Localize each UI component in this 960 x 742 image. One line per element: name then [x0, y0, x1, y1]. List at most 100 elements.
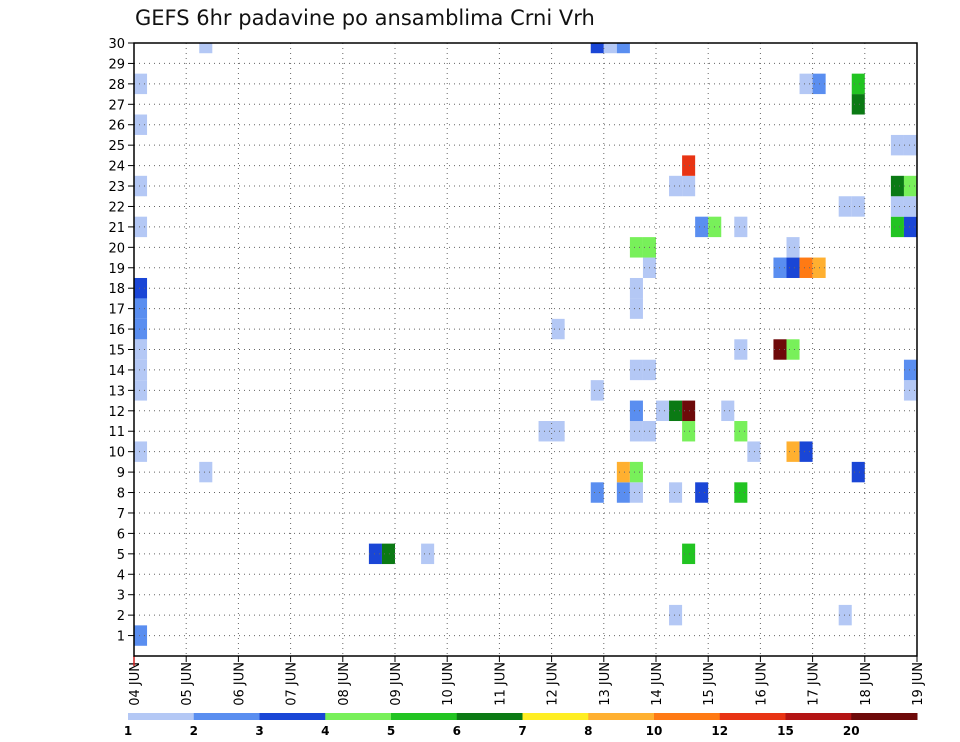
precip-cell — [669, 482, 683, 503]
y-tick-label: 18 — [108, 282, 125, 297]
y-tick-label: 11 — [108, 425, 125, 440]
precip-cell — [747, 441, 761, 462]
precip-cell — [838, 196, 852, 217]
x-tick-label: 09 JUN — [389, 662, 404, 706]
colorbar-label: 7 — [518, 724, 526, 738]
precip-cell — [134, 277, 148, 299]
y-tick-label: 29 — [108, 57, 125, 72]
precip-cell — [890, 175, 904, 197]
y-tick-label: 25 — [108, 139, 125, 154]
y-tick-label: 10 — [108, 446, 125, 461]
precip-cell — [799, 441, 813, 462]
precip-cell — [551, 421, 565, 442]
y-tick-label: 1 — [117, 630, 125, 645]
precip-cell — [629, 461, 643, 483]
precip-cell — [851, 196, 865, 217]
precip-cell — [890, 196, 904, 217]
colorbar-label: 12 — [711, 724, 728, 738]
precip-cell — [851, 73, 865, 95]
precip-cell — [682, 175, 696, 197]
plot-frame — [133, 42, 918, 657]
precip-cell — [134, 298, 148, 319]
y-tick-label: 9 — [117, 466, 125, 481]
y-tick-label: 16 — [108, 323, 125, 338]
precip-cell — [134, 216, 148, 238]
y-tick-label: 13 — [108, 384, 125, 399]
precip-cell — [590, 482, 604, 503]
x-tick-label: 04 JUN — [128, 662, 143, 706]
precip-cell — [616, 43, 630, 54]
y-tick-label: 21 — [108, 221, 125, 236]
precip-cell — [368, 543, 382, 565]
y-tick-label: 5 — [117, 548, 125, 563]
precip-cell — [903, 359, 917, 381]
y-tick-label: 6 — [117, 527, 125, 542]
colorbar-label: 10 — [646, 724, 663, 738]
precip-cell — [629, 482, 643, 503]
precip-cell — [669, 400, 683, 422]
x-tick-label: 08 JUN — [337, 662, 352, 706]
precip-cell — [134, 380, 148, 401]
colorbar-label: 3 — [255, 724, 263, 738]
precip-cell — [669, 175, 683, 197]
colorbar-swatch — [193, 713, 260, 720]
precip-cell — [695, 482, 709, 503]
precip-cell — [199, 461, 213, 483]
precip-cell — [590, 380, 604, 401]
colorbar-swatch — [851, 713, 918, 720]
precip-cell — [590, 43, 604, 54]
colorbar-swatch — [719, 713, 786, 720]
precip-cell — [682, 543, 696, 565]
precip-cell — [734, 421, 748, 442]
colorbar-label: 2 — [190, 724, 198, 738]
x-tick-label: 07 JUN — [285, 662, 300, 706]
colorbar-swatch — [785, 713, 852, 720]
precip-cell — [721, 400, 735, 422]
precip-cell — [799, 73, 813, 95]
x-tick-label: 10 JUN — [441, 662, 456, 706]
precip-cell — [629, 400, 643, 422]
precip-cell — [199, 43, 213, 54]
precip-cell — [134, 339, 148, 360]
y-tick-label: 2 — [117, 609, 125, 624]
precip-cell — [903, 216, 917, 238]
precip-cell — [629, 237, 643, 258]
precip-cell — [616, 482, 630, 503]
precip-cell — [903, 196, 917, 217]
precip-cell — [890, 134, 904, 156]
x-tick-label: 12 JUN — [546, 662, 561, 706]
colorbar-swatch — [456, 713, 523, 720]
colorbar-label: 6 — [453, 724, 461, 738]
precip-cell — [786, 237, 800, 258]
y-tick-label: 4 — [117, 568, 125, 583]
precip-cell — [682, 155, 696, 176]
precip-cell — [786, 257, 800, 278]
y-tick-label: 12 — [108, 405, 125, 420]
colorbar-swatch — [259, 713, 326, 720]
colorbar-label: 1 — [124, 724, 132, 738]
y-tick-label: 24 — [108, 160, 125, 175]
precip-cell — [629, 298, 643, 319]
precip-cell — [134, 73, 148, 95]
precip-cell — [838, 604, 852, 626]
precip-cell — [629, 421, 643, 442]
x-tick-label: 13 JUN — [598, 662, 613, 706]
precip-cell — [851, 94, 865, 115]
colorbar-swatch — [128, 713, 195, 720]
precip-cell — [903, 380, 917, 401]
precip-cell — [134, 625, 148, 646]
colorbar-swatch — [325, 713, 392, 720]
x-tick-label: 14 JUN — [650, 662, 665, 706]
precip-cell — [786, 441, 800, 462]
x-tick-label: 05 JUN — [180, 662, 195, 706]
colorbar-label: 15 — [777, 724, 794, 738]
precip-cell — [734, 482, 748, 503]
y-tick-label: 27 — [108, 98, 125, 113]
precip-cell — [799, 257, 813, 278]
colorbar-swatch — [391, 713, 458, 720]
precip-cell — [603, 43, 617, 54]
colorbar: 1 2 3 4 5 6 7 8 10 12 15 20 — [124, 713, 918, 738]
y-tick-label: 19 — [108, 262, 125, 277]
x-tick-label: 17 JUN — [807, 662, 822, 706]
precip-cell — [134, 175, 148, 197]
